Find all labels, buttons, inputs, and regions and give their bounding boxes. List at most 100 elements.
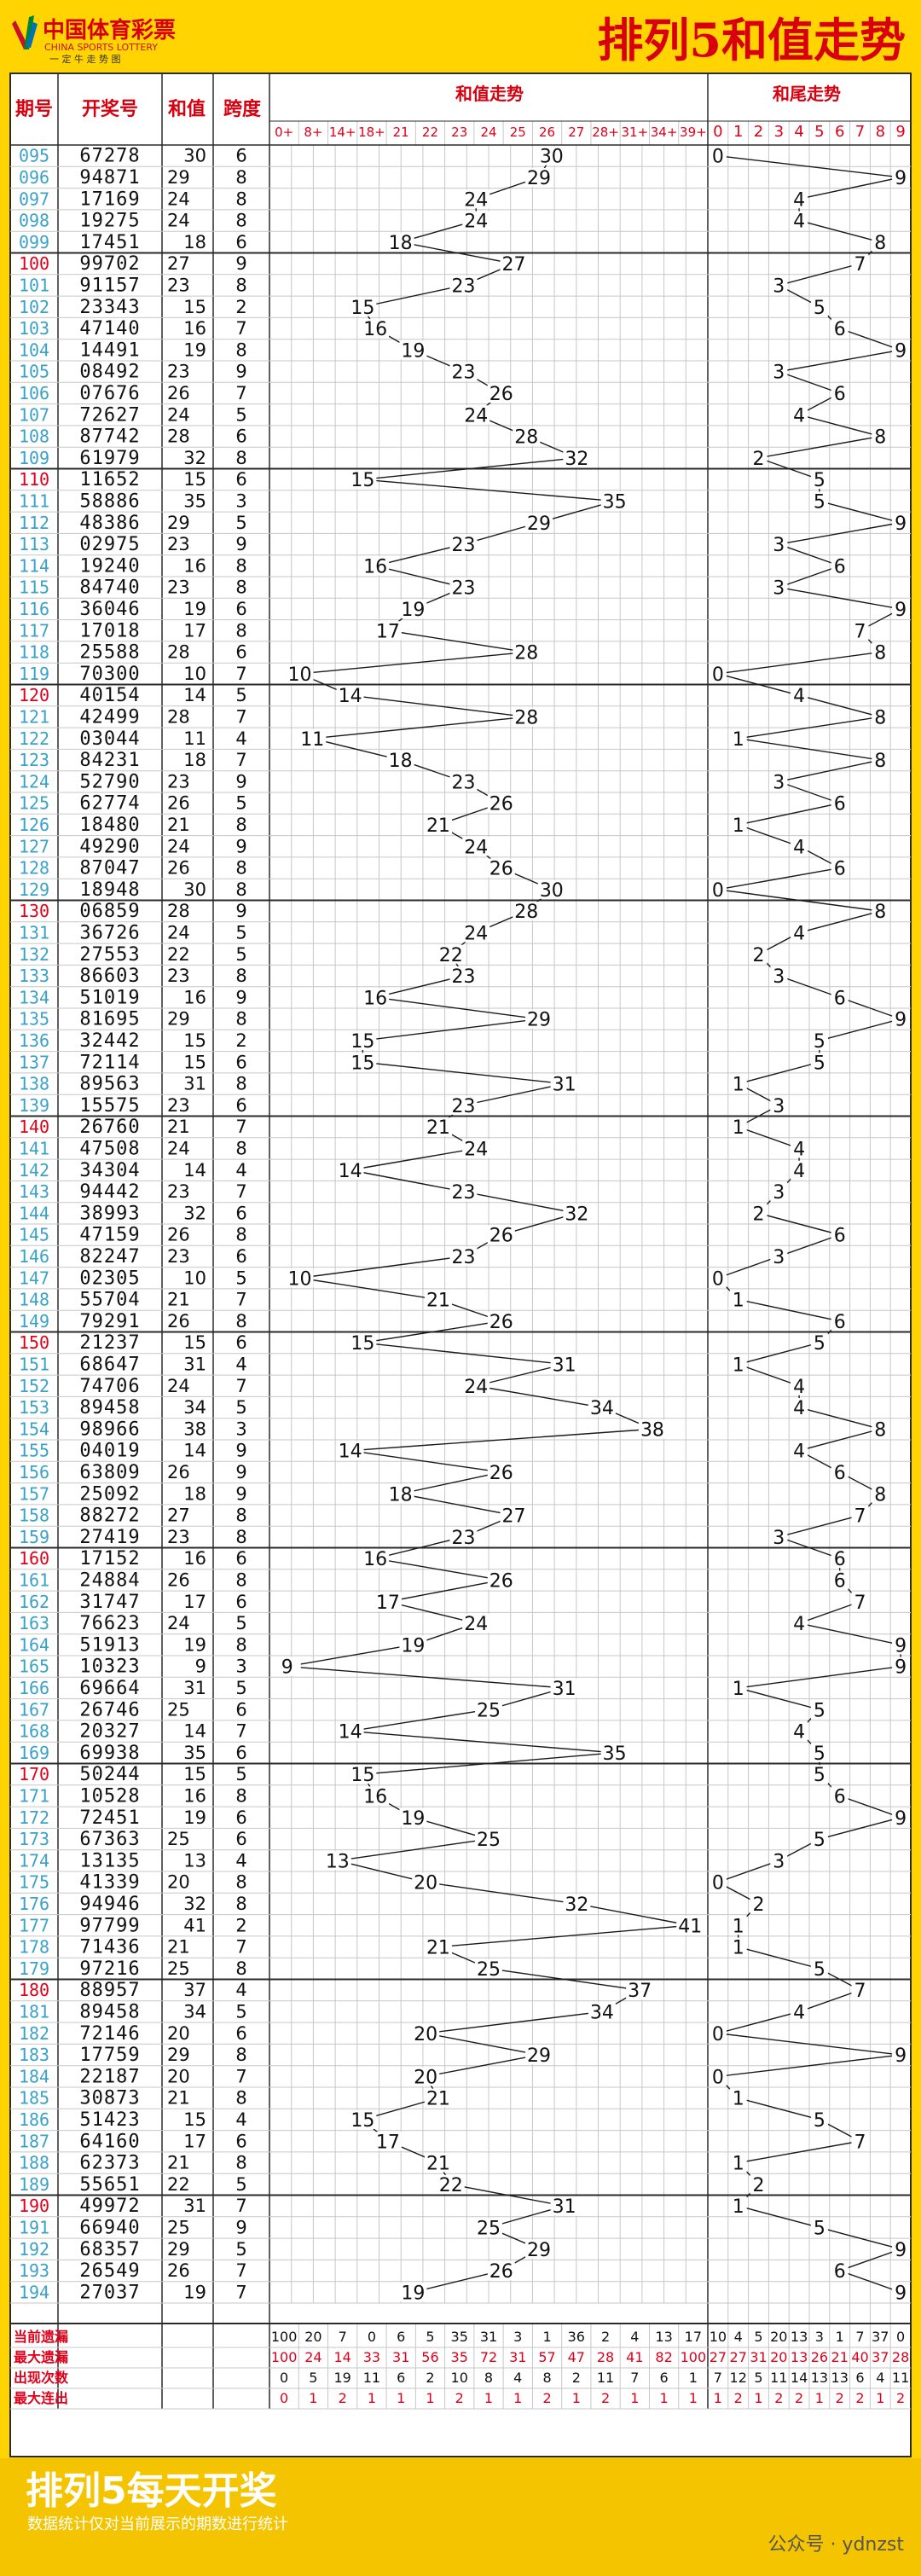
stats-sum-value: 0 bbox=[280, 2390, 288, 2406]
stats-sum-value: 13 bbox=[655, 2329, 672, 2345]
tail-point-bg bbox=[810, 297, 828, 316]
sum-point-bg bbox=[487, 793, 515, 813]
sum-point-bg bbox=[487, 383, 515, 403]
tail-point-label: 1 bbox=[733, 1291, 744, 1312]
sum-cell: 23 bbox=[167, 771, 190, 792]
stats-sum-value: 5 bbox=[309, 2370, 317, 2386]
period-cell: 121 bbox=[19, 707, 49, 728]
sum-point-bg bbox=[336, 686, 364, 705]
header-tail-trend: 和尾走势 bbox=[773, 84, 841, 104]
sum-cell: 19 bbox=[183, 599, 206, 619]
sum-zone-label: 14+ bbox=[329, 125, 356, 140]
tail-point-bg bbox=[872, 751, 889, 770]
stats-sum-value: 2 bbox=[339, 2390, 347, 2406]
draw-cell: 70300 bbox=[79, 664, 140, 685]
draw-cell: 04019 bbox=[79, 1441, 140, 1462]
stats-row-label: 最大遗漏 bbox=[14, 2349, 68, 2365]
sum-point-bg bbox=[462, 211, 490, 230]
tail-point-label: 6 bbox=[834, 2261, 846, 2283]
tail-point-label: 9 bbox=[895, 600, 907, 621]
sum-cell: 24 bbox=[167, 1613, 190, 1633]
span-cell: 8 bbox=[235, 276, 246, 296]
sum-point-bg bbox=[525, 513, 553, 532]
footer-banner: 排列5每天开奖 bbox=[26, 2469, 277, 2513]
sum-cell: 18 bbox=[183, 750, 206, 770]
tail-point-label: 3 bbox=[773, 535, 785, 556]
sum-point-label: 29 bbox=[527, 2045, 551, 2067]
sum-point-bg bbox=[462, 189, 490, 209]
tail-point-label: 6 bbox=[834, 859, 846, 880]
tail-point-bg bbox=[791, 1398, 808, 1418]
tail-point-label: 4 bbox=[793, 686, 805, 707]
tail-point-bg bbox=[831, 1311, 849, 1331]
period-cell: 176 bbox=[19, 1894, 49, 1914]
stats-tail-value: 2 bbox=[836, 2390, 844, 2406]
sum-point-label: 15 bbox=[350, 1031, 374, 1053]
tail-point-bg bbox=[810, 470, 828, 490]
span-cell: 5 bbox=[235, 2002, 246, 2022]
tail-point-bg bbox=[810, 2218, 828, 2237]
sum-point-label: 26 bbox=[489, 1463, 513, 1484]
tail-point-label: 7 bbox=[854, 621, 866, 642]
tail-point-bg bbox=[810, 1333, 828, 1353]
tail-point-bg bbox=[831, 1462, 849, 1482]
draw-cell: 19240 bbox=[79, 555, 140, 577]
header-sum-trend: 和值走势 bbox=[455, 84, 524, 104]
period-cell: 193 bbox=[19, 2260, 49, 2281]
draw-cell: 49290 bbox=[79, 836, 140, 857]
sum-point-label: 13 bbox=[326, 1851, 350, 1872]
sum-cell: 15 bbox=[183, 469, 206, 490]
period-cell: 107 bbox=[19, 404, 49, 425]
sum-cell: 21 bbox=[167, 2153, 190, 2173]
sum-cell: 23 bbox=[167, 966, 190, 986]
tail-point-label: 1 bbox=[733, 1117, 744, 1139]
sum-point-bg bbox=[362, 988, 390, 1007]
span-cell: 8 bbox=[235, 448, 246, 468]
span-cell: 7 bbox=[235, 1376, 246, 1396]
stats-sum-value: 11 bbox=[597, 2370, 614, 2386]
tail-point-label: 5 bbox=[814, 1830, 825, 1851]
span-cell: 8 bbox=[235, 2045, 246, 2065]
span-cell: 6 bbox=[235, 426, 246, 447]
tail-point-label: 3 bbox=[773, 1182, 785, 1204]
sum-point-label: 31 bbox=[553, 1075, 576, 1096]
tail-point-bg bbox=[791, 1441, 808, 1460]
tail-point-bg bbox=[872, 232, 889, 252]
sum-point-bg bbox=[424, 815, 452, 834]
tail-point-label: 5 bbox=[814, 1743, 825, 1765]
tail-point-bg bbox=[709, 1268, 727, 1288]
tail-point-bg bbox=[770, 772, 788, 792]
sum-cell: 23 bbox=[167, 276, 190, 296]
tail-point-bg bbox=[729, 2196, 747, 2216]
sum-zone-label: 34+ bbox=[651, 125, 678, 140]
stats-sum-value: 2 bbox=[572, 2370, 581, 2386]
sum-point-label: 26 bbox=[489, 384, 513, 405]
sum-cell: 14 bbox=[183, 1160, 206, 1181]
span-cell: 8 bbox=[235, 167, 246, 188]
tail-point-label: 0 bbox=[712, 2024, 724, 2045]
draw-cell: 97799 bbox=[79, 1915, 140, 1936]
tail-point-bg bbox=[810, 491, 828, 511]
tail-point-bg bbox=[791, 1614, 808, 1633]
tail-point-label: 5 bbox=[814, 470, 825, 491]
sum-cell: 24 bbox=[167, 1139, 190, 1159]
span-cell: 2 bbox=[235, 297, 246, 317]
tail-point-bg bbox=[791, 405, 808, 425]
sum-point-label: 25 bbox=[477, 1700, 501, 1721]
tail-zone-label: 0 bbox=[713, 123, 722, 141]
tail-point-bg bbox=[770, 966, 788, 986]
period-cell: 162 bbox=[19, 1592, 49, 1612]
period-cell: 112 bbox=[19, 513, 49, 533]
period-cell: 143 bbox=[19, 1181, 49, 1202]
span-cell: 5 bbox=[235, 1397, 246, 1418]
stats-tail-value: 11 bbox=[770, 2370, 787, 2386]
stats-sum-value: 5 bbox=[426, 2329, 434, 2345]
span-cell: 8 bbox=[235, 1527, 246, 1547]
draw-cell: 94946 bbox=[79, 1894, 140, 1915]
tail-point-bg bbox=[872, 642, 889, 662]
sum-cell: 34 bbox=[183, 1397, 206, 1418]
sum-point-bg bbox=[349, 1333, 377, 1353]
tail-point-bg bbox=[729, 1355, 747, 1374]
draw-cell: 47140 bbox=[79, 318, 140, 339]
span-cell: 8 bbox=[235, 1225, 246, 1245]
